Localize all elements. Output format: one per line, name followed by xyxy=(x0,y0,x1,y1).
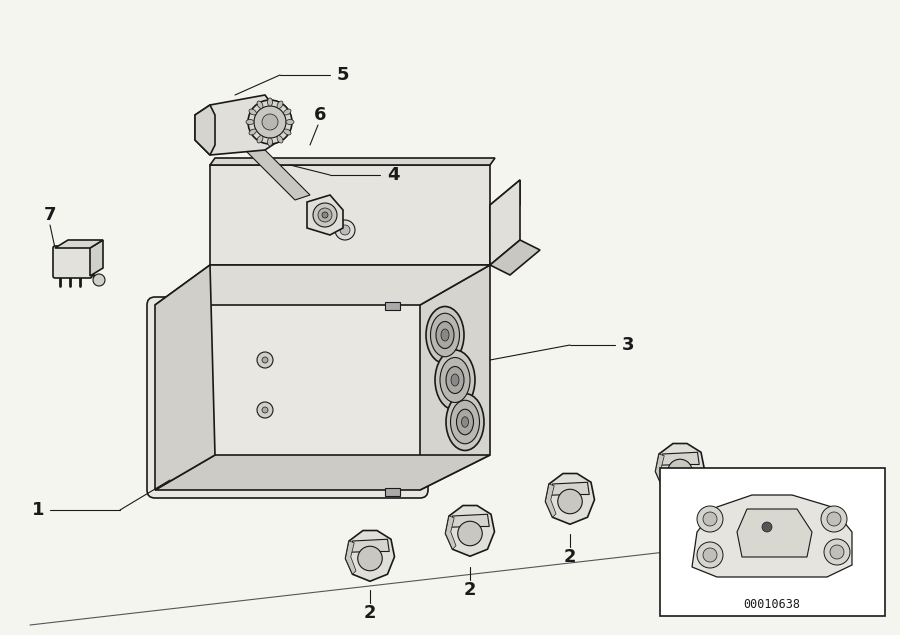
Circle shape xyxy=(313,203,337,227)
Circle shape xyxy=(458,521,482,545)
Text: 2: 2 xyxy=(364,604,376,622)
Polygon shape xyxy=(692,495,852,577)
FancyBboxPatch shape xyxy=(147,297,428,498)
Polygon shape xyxy=(351,539,389,552)
Circle shape xyxy=(340,225,350,235)
Polygon shape xyxy=(655,454,666,487)
Polygon shape xyxy=(245,145,310,200)
Circle shape xyxy=(322,212,328,218)
Circle shape xyxy=(668,459,692,484)
Ellipse shape xyxy=(440,358,470,403)
Circle shape xyxy=(821,506,847,532)
Polygon shape xyxy=(155,455,490,490)
Ellipse shape xyxy=(462,417,469,427)
Polygon shape xyxy=(551,482,590,495)
Polygon shape xyxy=(490,240,540,275)
Ellipse shape xyxy=(284,109,291,115)
Polygon shape xyxy=(346,530,394,581)
Ellipse shape xyxy=(426,307,464,363)
Ellipse shape xyxy=(286,119,294,124)
Ellipse shape xyxy=(277,136,283,143)
Polygon shape xyxy=(210,165,490,265)
Polygon shape xyxy=(195,95,280,155)
Ellipse shape xyxy=(446,366,464,394)
Text: 4: 4 xyxy=(387,166,400,184)
Polygon shape xyxy=(451,514,490,527)
Text: 5: 5 xyxy=(337,66,349,84)
Text: 6: 6 xyxy=(314,106,326,124)
Bar xyxy=(660,468,885,616)
Circle shape xyxy=(262,357,268,363)
Circle shape xyxy=(358,546,382,571)
Polygon shape xyxy=(655,443,705,494)
Polygon shape xyxy=(490,180,520,265)
FancyBboxPatch shape xyxy=(53,246,92,278)
Polygon shape xyxy=(446,516,456,549)
Circle shape xyxy=(703,512,717,526)
Ellipse shape xyxy=(451,400,480,444)
Ellipse shape xyxy=(430,313,460,357)
Ellipse shape xyxy=(456,409,473,435)
Ellipse shape xyxy=(446,394,484,450)
Circle shape xyxy=(827,512,841,526)
Polygon shape xyxy=(545,484,556,518)
Ellipse shape xyxy=(249,109,256,115)
Circle shape xyxy=(558,489,582,514)
Polygon shape xyxy=(490,180,520,230)
Circle shape xyxy=(262,114,278,130)
Ellipse shape xyxy=(249,129,256,135)
Ellipse shape xyxy=(284,129,291,135)
Polygon shape xyxy=(307,195,343,235)
Circle shape xyxy=(697,542,723,568)
Circle shape xyxy=(248,100,292,144)
Circle shape xyxy=(318,208,332,222)
Polygon shape xyxy=(155,265,215,490)
Polygon shape xyxy=(195,105,215,155)
Circle shape xyxy=(257,352,273,368)
Polygon shape xyxy=(210,158,495,165)
Ellipse shape xyxy=(257,136,263,143)
Polygon shape xyxy=(155,265,490,305)
Ellipse shape xyxy=(246,119,254,124)
Ellipse shape xyxy=(436,321,454,349)
Circle shape xyxy=(830,545,844,559)
Text: 7: 7 xyxy=(44,206,56,224)
Circle shape xyxy=(335,220,355,240)
Polygon shape xyxy=(55,240,103,248)
Polygon shape xyxy=(155,305,420,490)
Circle shape xyxy=(824,539,850,565)
Ellipse shape xyxy=(441,329,449,341)
Circle shape xyxy=(262,407,268,413)
Ellipse shape xyxy=(267,138,273,146)
Circle shape xyxy=(257,402,273,418)
Ellipse shape xyxy=(277,101,283,109)
Polygon shape xyxy=(420,265,490,490)
Text: 3: 3 xyxy=(622,336,634,354)
Circle shape xyxy=(254,106,286,138)
Circle shape xyxy=(703,548,717,562)
Polygon shape xyxy=(346,541,356,574)
Ellipse shape xyxy=(435,350,475,410)
Circle shape xyxy=(762,522,772,532)
Circle shape xyxy=(697,506,723,532)
Polygon shape xyxy=(545,474,595,525)
Text: 2: 2 xyxy=(464,581,476,599)
Text: 1: 1 xyxy=(32,501,44,519)
Text: 2: 2 xyxy=(563,548,576,566)
Circle shape xyxy=(93,274,105,286)
Ellipse shape xyxy=(257,101,263,109)
Ellipse shape xyxy=(451,374,459,386)
Polygon shape xyxy=(661,452,699,465)
Polygon shape xyxy=(446,505,494,556)
Polygon shape xyxy=(90,240,103,276)
Text: 00010638: 00010638 xyxy=(743,598,800,610)
Polygon shape xyxy=(385,488,400,496)
Ellipse shape xyxy=(267,98,273,106)
Polygon shape xyxy=(385,302,400,310)
Polygon shape xyxy=(737,509,812,557)
Text: 2: 2 xyxy=(674,518,686,536)
